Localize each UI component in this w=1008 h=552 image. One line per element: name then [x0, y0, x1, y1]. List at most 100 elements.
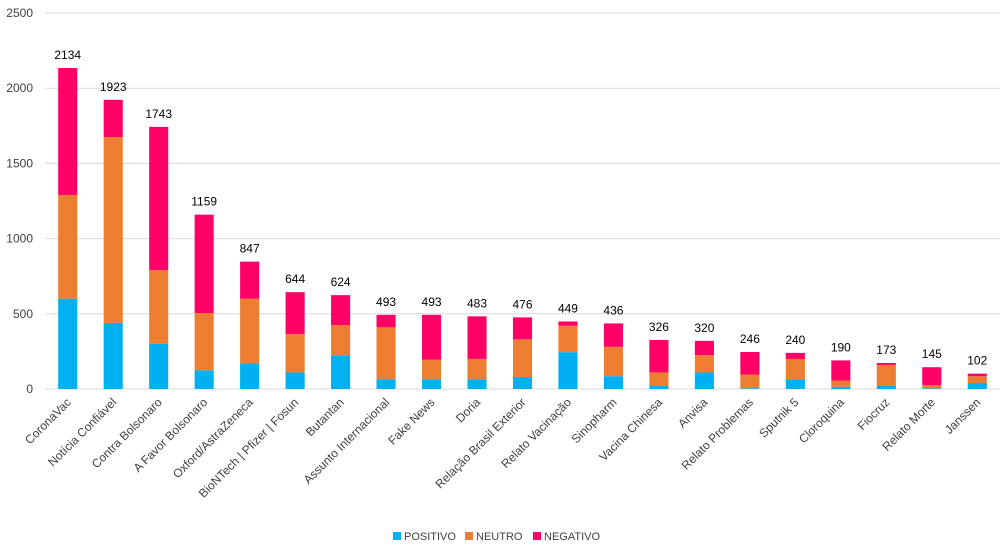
category-label: Fiocruz [855, 395, 893, 433]
total-label: 240 [785, 333, 805, 347]
bar-segment-positivo [376, 379, 396, 389]
total-label: 326 [649, 320, 669, 334]
bar-segment-positivo [285, 372, 305, 389]
bar-segment-positivo [558, 352, 578, 389]
total-label: 493 [376, 295, 396, 309]
y-tick-label: 2000 [6, 81, 33, 95]
bar-segment-neutro [694, 355, 714, 373]
total-label: 145 [922, 347, 942, 361]
y-tick-label: 500 [13, 307, 33, 321]
legend-swatch-negativo [533, 532, 541, 540]
bar-segment-positivo [331, 355, 351, 389]
bar-segment-neutro [467, 358, 487, 380]
bar-segment-neutro [558, 325, 578, 353]
bar-segment-positivo [421, 379, 442, 389]
data-labels: 2134 1923 1743 1159 847 644 624 493 493 483 476 449… [54, 48, 987, 368]
total-label: 449 [558, 301, 578, 315]
bar-segment-negativo [467, 316, 487, 359]
category-label: Relação Brasil Exterior [432, 395, 528, 491]
total-label: 644 [285, 272, 305, 286]
category-label: Doria [453, 395, 483, 425]
bar-segment-neutro [740, 374, 760, 389]
total-label: 476 [512, 297, 532, 311]
legend-label: POSITIVO [404, 531, 456, 543]
bar-segment-negativo [240, 261, 260, 299]
bar-segment-negativo [740, 352, 760, 375]
y-tick-label: 0 [26, 382, 33, 396]
y-tick-label: 1500 [6, 156, 33, 170]
bar-segment-neutro [876, 364, 896, 386]
total-label: 493 [422, 295, 442, 309]
bar-segment-negativo [421, 314, 442, 360]
bar-segment-neutro [421, 359, 442, 380]
bar-segment-negativo [649, 339, 669, 373]
total-label: 2134 [54, 48, 81, 62]
bar-segment-neutro [285, 334, 305, 373]
bar-segment-neutro [331, 325, 351, 356]
legend-label: NEGATIVO [544, 531, 600, 543]
bar-segment-positivo [603, 376, 624, 389]
category-label: Assunto Internacional [301, 395, 393, 487]
bar-segment-neutro [603, 346, 624, 377]
total-label: 1923 [100, 80, 127, 94]
bar-segment-positivo [831, 386, 851, 389]
bar-segment-neutro [103, 137, 123, 323]
bar-segment-neutro [376, 327, 396, 380]
bar-segment-neutro [240, 298, 260, 364]
legend: POSITIVO NEUTRO NEGATIVO [393, 531, 600, 543]
category-label: Cloroquina [796, 395, 847, 446]
category-label: Butantan [303, 395, 347, 439]
bar-segment-positivo [785, 379, 805, 389]
bar-segment-neutro [512, 339, 533, 377]
bar-segment-negativo [603, 323, 624, 347]
bar-segment-negativo [194, 214, 214, 314]
total-label: 847 [240, 242, 260, 256]
y-tick-label: 2500 [6, 6, 33, 20]
total-label: 173 [876, 343, 896, 357]
bar-segment-positivo [512, 376, 533, 389]
bar-segment-negativo [831, 360, 851, 381]
bar-segment-negativo [331, 295, 351, 326]
bars [58, 68, 987, 389]
total-label: 624 [331, 275, 351, 289]
bar-segment-positivo [149, 343, 169, 389]
category-label: Oxford/AstraZeneca [170, 395, 256, 481]
bar-segment-neutro [58, 194, 78, 299]
legend-label: NEUTRO [476, 531, 523, 543]
bar-segment-neutro [967, 376, 987, 383]
bar-segment-negativo [967, 373, 987, 377]
total-label: 102 [967, 354, 987, 368]
bar-segment-positivo [922, 388, 942, 389]
category-label: Fake News [385, 395, 437, 447]
legend-swatch-neutro [465, 532, 473, 540]
total-label: 436 [603, 303, 623, 317]
bar-segment-negativo [922, 367, 942, 386]
total-label: 246 [740, 332, 760, 346]
bar-segment-positivo [240, 363, 260, 389]
bar-segment-negativo [58, 68, 78, 195]
bar-segment-negativo [876, 362, 896, 365]
bar-segment-neutro [785, 358, 805, 380]
y-axis-ticks: 0 500 1000 1500 2000 2500 [6, 6, 33, 396]
bar-segment-positivo [194, 370, 214, 389]
bar-segment-negativo [103, 99, 123, 138]
y-tick-label: 1000 [6, 232, 33, 246]
bar-segment-positivo [103, 322, 123, 389]
legend-swatch-positivo [393, 532, 401, 540]
category-label: Anvisa [675, 395, 711, 431]
bar-segment-negativo [149, 126, 169, 271]
bar-segment-negativo [785, 352, 805, 359]
bar-segment-negativo [694, 340, 714, 356]
bar-segment-neutro [649, 372, 669, 386]
bar-segment-neutro [149, 270, 169, 344]
bar-segment-positivo [649, 385, 669, 389]
bar-segment-positivo [740, 388, 760, 389]
total-label: 1743 [145, 107, 172, 121]
bar-segment-neutro [194, 313, 214, 371]
bar-segment-positivo [967, 382, 987, 389]
bar-segment-positivo [694, 372, 714, 389]
bar-segment-neutro [831, 380, 851, 387]
total-label: 190 [831, 340, 851, 354]
bar-segment-positivo [58, 298, 78, 389]
